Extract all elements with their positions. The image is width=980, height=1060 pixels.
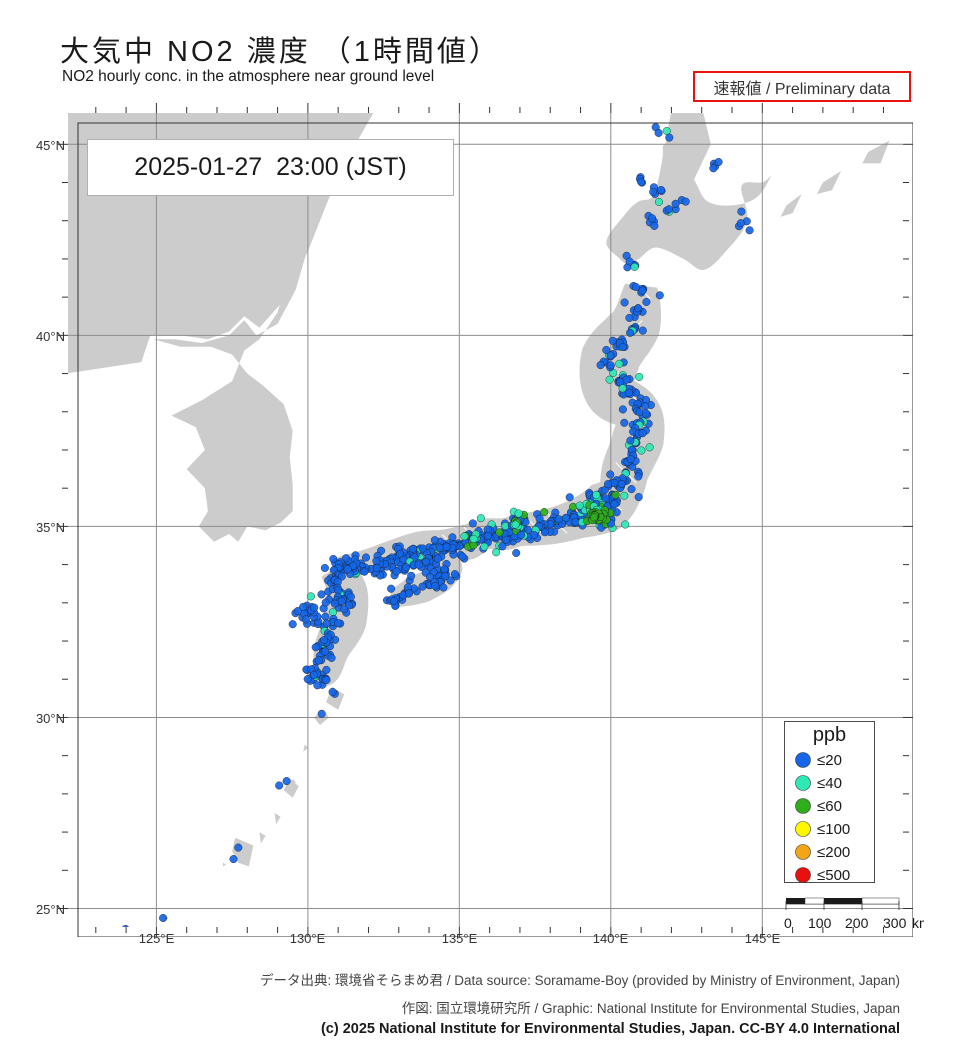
svg-text:200: 200 (845, 915, 869, 931)
svg-text:0: 0 (784, 915, 792, 931)
svg-text:km: km (912, 915, 924, 931)
svg-text:300: 300 (883, 915, 907, 931)
svg-text:100: 100 (808, 915, 832, 931)
